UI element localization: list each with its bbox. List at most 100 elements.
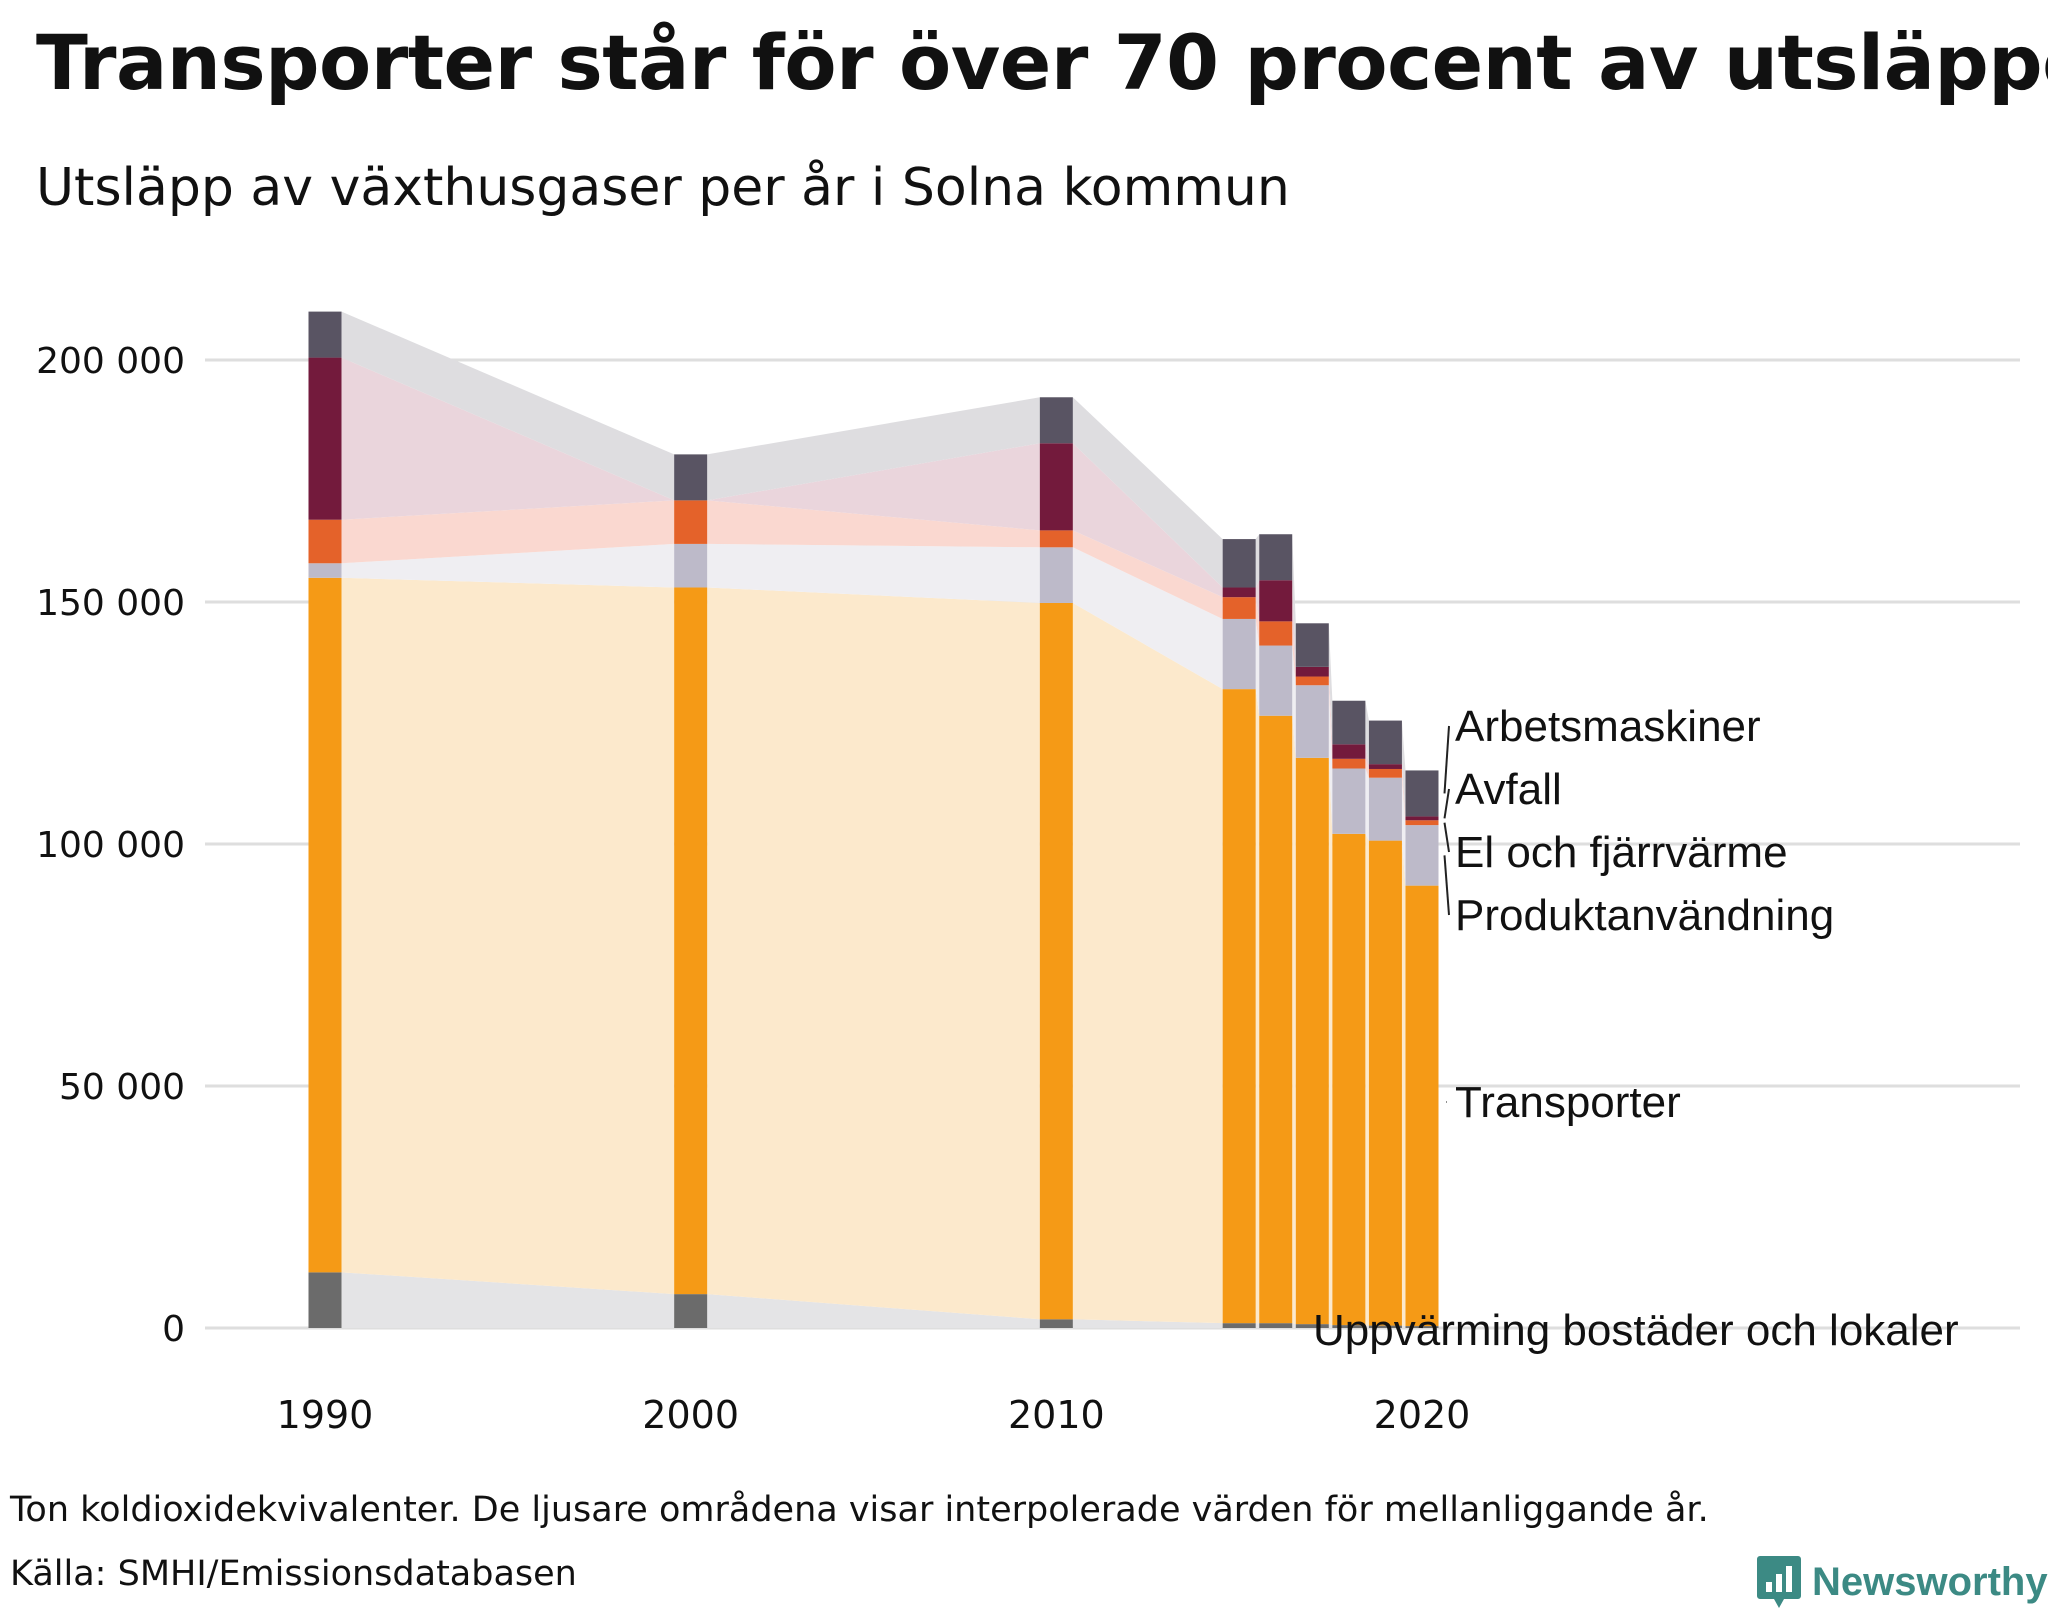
leader-line-1 [1443, 788, 1450, 819]
bar-2000-series-5 [674, 454, 708, 501]
y-tick-label-4: 200 000 [36, 341, 185, 382]
area-2-2000-2010 [707, 543, 1040, 603]
area-3-2010-2015 [1072, 530, 1223, 619]
bar-2019-series-0 [1368, 1325, 1402, 1328]
bar-2010-series-2 [1039, 547, 1073, 603]
bar-2019-series-4 [1368, 764, 1402, 769]
bar-2015-series-4 [1222, 587, 1256, 598]
newsworthy-brand-text: Newsworthy [1812, 1559, 2048, 1604]
area-4-1990-2000 [341, 357, 675, 520]
bar-2015-series-0 [1222, 1323, 1256, 1328]
bar-2018-series-5 [1332, 700, 1366, 745]
area-0-2016-2017 [1292, 1323, 1296, 1328]
x-tick-label-3: 2020 [1374, 1393, 1471, 1437]
bar-2017-series-5 [1295, 623, 1329, 667]
area-3-2015-2016 [1255, 597, 1260, 646]
area-3-2016-2017 [1292, 621, 1296, 686]
bar-2010-series-5 [1039, 397, 1073, 444]
area-4-2010-2015 [1072, 443, 1223, 598]
bar-2017-series-0 [1295, 1324, 1329, 1328]
bar-2020-series-1 [1405, 885, 1439, 1327]
leader-line-0 [1443, 725, 1450, 794]
series-label-5: Uppvärming bostäder och lokaler [1313, 1306, 1959, 1355]
y-tick-label-1: 50 000 [59, 1067, 185, 1108]
bar-2018-series-1 [1332, 833, 1366, 1326]
bar-2016-series-2 [1259, 645, 1293, 716]
newsworthy-brand: Newsworthy [1756, 1554, 2048, 1610]
area-5-2019-2020 [1401, 720, 1406, 817]
area-5-1990-2000 [341, 311, 675, 501]
bar-2015-series-5 [1222, 539, 1256, 588]
bar-2010-series-1 [1039, 602, 1073, 1320]
chart-title: Transporter står för över 70 procent av … [36, 18, 2048, 107]
bar-2000-series-0 [674, 1294, 708, 1328]
bar-2018-series-3 [1332, 758, 1366, 769]
leader-line-3 [1443, 855, 1450, 916]
bar-2010-series-3 [1039, 530, 1073, 548]
bar-2019-series-5 [1368, 720, 1402, 765]
bar-2020-series-0 [1405, 1326, 1439, 1328]
chart-source: Källa: SMHI/Emissionsdatabasen [10, 1554, 577, 1594]
bar-2016-series-3 [1259, 621, 1293, 646]
leader-line-2 [1443, 822, 1450, 853]
area-5-2015-2016 [1255, 534, 1260, 588]
bar-2017-series-2 [1295, 685, 1329, 758]
bar-2016-series-1 [1259, 715, 1293, 1324]
bar-2017-series-4 [1295, 666, 1329, 677]
bar-2015-series-1 [1222, 689, 1256, 1324]
y-tick-label-0: 0 [162, 1309, 185, 1350]
area-1-2019-2020 [1401, 840, 1406, 1327]
area-2-2018-2019 [1365, 768, 1369, 841]
area-0-2015-2016 [1255, 1323, 1260, 1328]
bar-2000-series-1 [674, 587, 708, 1295]
bar-2015-series-3 [1222, 597, 1256, 619]
bar-2020-series-4 [1405, 816, 1439, 821]
area-4-2016-2017 [1292, 580, 1296, 677]
bar-2016-series-0 [1259, 1323, 1293, 1328]
chart-subtitle: Utsläpp av växthusgaser per år i Solna k… [36, 158, 1290, 218]
area-2-1990-2000 [341, 543, 675, 588]
bar-2020-series-5 [1405, 770, 1439, 817]
bars [308, 311, 1439, 1328]
area-1-2017-2018 [1328, 757, 1333, 1326]
area-5-2018-2019 [1365, 700, 1369, 765]
area-0-2017-2018 [1328, 1324, 1333, 1328]
area-3-2018-2019 [1365, 758, 1369, 778]
bar-2019-series-3 [1368, 768, 1402, 778]
area-1-2015-2016 [1255, 689, 1260, 1324]
bar-1990-series-3 [308, 519, 342, 564]
area-3-2019-2020 [1401, 768, 1406, 826]
area-4-2015-2016 [1255, 580, 1260, 622]
interpolated-areas [341, 311, 1406, 1328]
area-5-2000-2010 [707, 397, 1040, 501]
area-3-2017-2018 [1328, 676, 1333, 769]
y-tick-label-2: 100 000 [36, 825, 185, 866]
bar-2019-series-2 [1368, 777, 1402, 841]
bar-2000-series-3 [674, 500, 708, 544]
series-label-1: Avfall [1455, 765, 1562, 814]
bar-2020-series-2 [1405, 825, 1439, 886]
area-1-1990-2000 [341, 577, 675, 1295]
area-1-2018-2019 [1365, 833, 1369, 1326]
series-label-0: Arbetsmaskiner [1455, 702, 1761, 751]
area-0-1990-2000 [341, 1272, 675, 1328]
area-2-2016-2017 [1292, 645, 1296, 758]
x-tick-label-2: 2010 [1008, 1393, 1105, 1437]
bar-2000-series-2 [674, 543, 708, 588]
bar-2018-series-2 [1332, 768, 1366, 834]
area-2-2015-2016 [1255, 618, 1260, 716]
series-label-3: Produktanvändning [1455, 891, 1834, 940]
area-4-2017-2018 [1328, 666, 1333, 759]
area-4-2018-2019 [1365, 744, 1369, 769]
area-2-2010-2015 [1072, 547, 1223, 690]
chart-footnote: Ton koldioxidekvivalenter. De ljusare om… [10, 1490, 1709, 1530]
x-tick-label-0: 1990 [277, 1393, 374, 1437]
area-4-2000-2010 [707, 443, 1040, 531]
bar-2016-series-5 [1259, 534, 1293, 581]
bar-2020-series-3 [1405, 820, 1439, 826]
stacked-bar-chart: 0 50 000 100 000 150 000 200 000 1990 2000 2010… [36, 311, 2020, 1437]
bar-2017-series-1 [1295, 757, 1329, 1325]
x-tick-label-1: 2000 [642, 1393, 739, 1437]
bar-2015-series-2 [1222, 618, 1256, 690]
area-5-2017-2018 [1328, 623, 1333, 745]
